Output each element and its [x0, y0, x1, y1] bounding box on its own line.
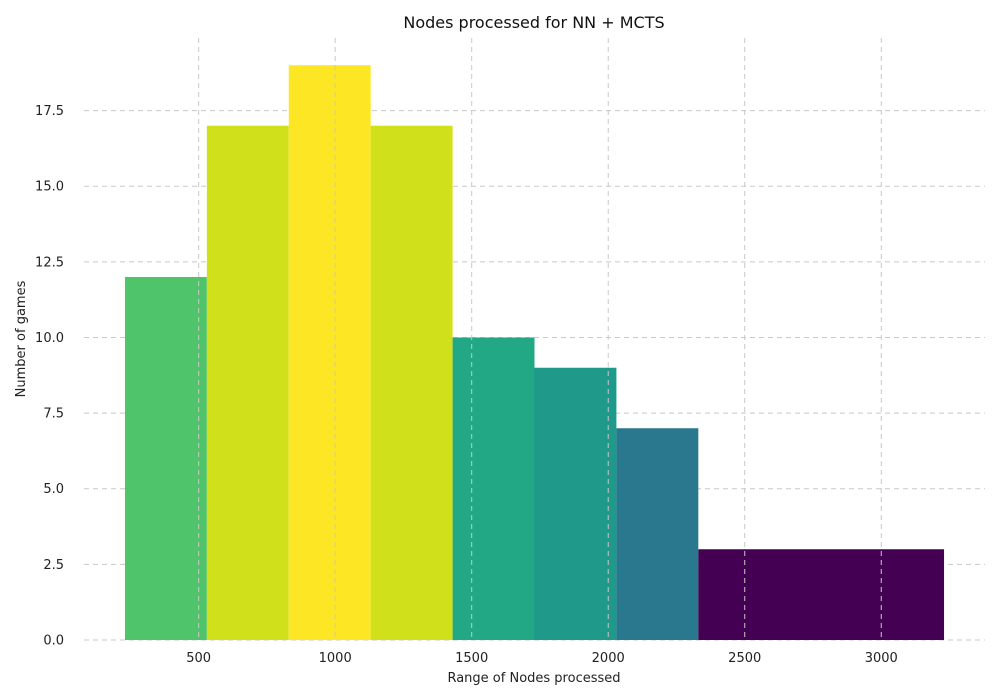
x-tick-label: 500: [186, 651, 211, 666]
histogram-bar: [370, 125, 453, 641]
x-tick-label: 1500: [455, 651, 488, 666]
y-tick-label: 5.0: [43, 482, 64, 497]
chart-title: Nodes processed for NN + MCTS: [403, 13, 664, 32]
y-tick-label: 12.5: [35, 255, 64, 270]
histogram-bar: [124, 276, 207, 640]
histogram-bar: [288, 65, 371, 640]
x-tick-label: 2500: [728, 651, 761, 666]
ticks-layer: 0.0 2.5 5.0 7.5 10.0 12.5 15.0 17.5 500 1000 1500 2…: [35, 104, 898, 666]
y-tick-label: 15.0: [35, 180, 64, 195]
histogram-bar: [452, 337, 535, 640]
histogram-bar: [616, 428, 699, 640]
y-tick-label: 7.5: [43, 407, 64, 422]
y-tick-label: 17.5: [35, 104, 64, 119]
histogram-bar: [534, 367, 617, 640]
x-axis-label: Range of Nodes processed: [447, 671, 620, 686]
bars-layer: [124, 65, 945, 641]
y-axis-label: Number of games: [14, 280, 29, 397]
x-tick-label: 1000: [319, 651, 352, 666]
y-tick-label: 10.0: [35, 331, 64, 346]
histogram-bar: [698, 549, 945, 640]
y-tick-label: 0.0: [43, 634, 64, 649]
y-tick-label: 2.5: [43, 558, 64, 573]
vertical-grid-layer: [198, 38, 882, 640]
x-tick-label: 3000: [865, 651, 898, 666]
x-tick-label: 2000: [592, 651, 625, 666]
histogram-bar: [206, 125, 289, 641]
